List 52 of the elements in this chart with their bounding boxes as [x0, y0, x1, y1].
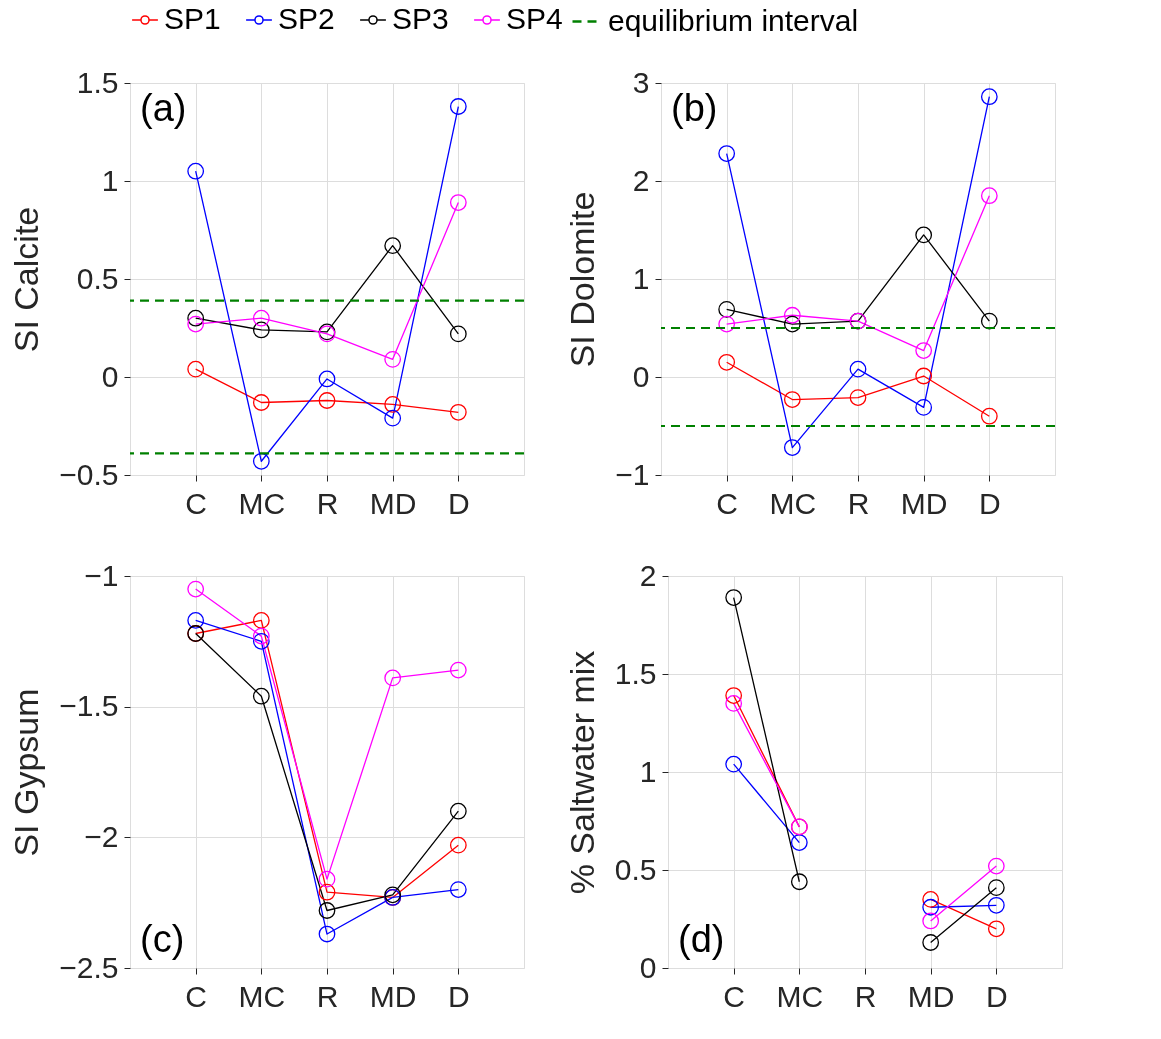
- y-tick-label: 3: [632, 65, 650, 99]
- y-tick-label: 0.5: [76, 261, 119, 295]
- y-tick-label: −1: [84, 558, 119, 592]
- legend-label: SP3: [392, 2, 449, 35]
- y-axis-title: SI Dolomite: [563, 191, 602, 368]
- y-tick-label: 0: [639, 950, 657, 984]
- y-tick-label: 2: [632, 163, 650, 197]
- y-axis-title: SI Calcite: [7, 206, 46, 353]
- x-tick-label: C: [185, 486, 207, 520]
- x-tick-label: MD: [369, 486, 417, 520]
- x-tick-label: R: [854, 979, 877, 1013]
- x-tick-label: MD: [900, 486, 948, 520]
- y-tick-label: 2: [639, 558, 657, 592]
- x-tick-label: MC: [238, 486, 286, 520]
- y-tick-label: −2.5: [59, 950, 119, 984]
- y-tick-label: 1.5: [76, 65, 119, 99]
- x-tick-label: R: [316, 486, 339, 520]
- x-tick-label: C: [185, 979, 207, 1013]
- x-tick-label: MC: [776, 979, 824, 1013]
- x-tick-label: D: [448, 486, 470, 520]
- legend-label: equilibrium interval: [608, 3, 859, 37]
- y-tick-label: −0.5: [59, 457, 119, 491]
- x-tick-label: R: [847, 486, 870, 520]
- annotation: (d): [678, 918, 725, 960]
- y-tick-label: 0: [632, 359, 650, 393]
- y-axis-title: SI Gypsum: [7, 688, 46, 857]
- x-tick-label: C: [723, 979, 745, 1013]
- x-tick-label: D: [979, 486, 1001, 520]
- x-tick-label: MC: [238, 979, 286, 1013]
- y-tick-label: 1.5: [614, 656, 657, 690]
- y-tick-label: 1: [639, 754, 657, 788]
- annotation: (b): [671, 87, 718, 129]
- x-tick-label: MD: [369, 979, 417, 1013]
- y-axis-title: % Saltwater mix: [562, 650, 601, 895]
- legend-label: SP4: [506, 2, 563, 35]
- y-tick-label: 0.5: [614, 852, 657, 886]
- legend-label: SP2: [278, 2, 335, 35]
- x-tick-label: D: [448, 979, 470, 1013]
- x-tick-label: C: [716, 486, 738, 520]
- y-tick-label: −1: [615, 457, 650, 491]
- x-tick-label: D: [986, 979, 1008, 1013]
- legend-label: SP1: [164, 2, 221, 35]
- x-tick-label: MC: [769, 486, 817, 520]
- y-tick-label: 1: [632, 261, 650, 295]
- y-tick-label: 1: [101, 163, 119, 197]
- x-tick-label: R: [316, 979, 339, 1013]
- x-tick-label: MD: [907, 979, 955, 1013]
- annotation: (a): [140, 87, 187, 129]
- y-tick-label: 0: [101, 359, 119, 393]
- annotation: (c): [140, 918, 185, 960]
- y-tick-label: −2: [84, 819, 119, 853]
- y-tick-label: −1.5: [59, 689, 119, 723]
